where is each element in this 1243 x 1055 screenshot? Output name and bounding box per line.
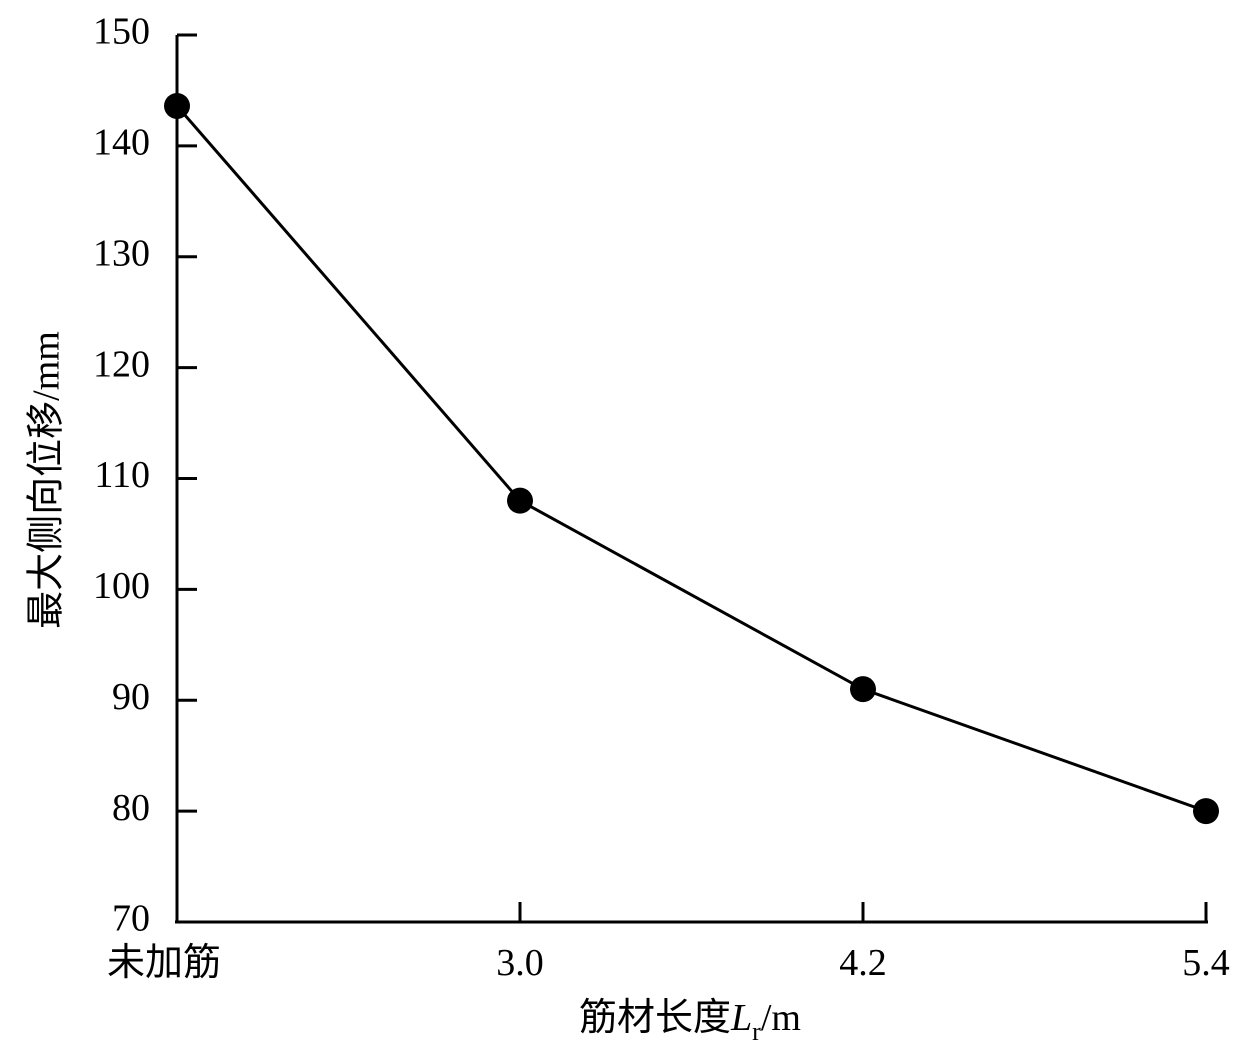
- y-tick-label: 110: [94, 454, 150, 496]
- y-tick-label: 90: [112, 676, 150, 718]
- x-label-unit: /m: [761, 997, 801, 1039]
- x-tick-label: 3.0: [496, 942, 544, 984]
- data-point: [164, 92, 190, 119]
- data-point: [850, 676, 876, 703]
- data-line: [175, 104, 1207, 813]
- x-axis-label: 筋材长度Lr/m: [579, 997, 801, 1046]
- x-tick-label: 4.2: [839, 942, 887, 984]
- x-label-subscript: r: [752, 1017, 761, 1046]
- y-axis-label: 最大侧向位移/mm: [26, 331, 68, 629]
- y-tick-label: 140: [93, 122, 150, 164]
- x-tick-label: 5.4: [1182, 942, 1230, 984]
- y-tick-label: 80: [112, 787, 150, 829]
- x-label-variable: L: [730, 997, 752, 1039]
- x-label-prefix: 筋材长度: [579, 997, 731, 1039]
- data-point: [1193, 798, 1219, 825]
- y-tick-label: 130: [93, 232, 150, 274]
- data-point: [507, 487, 533, 514]
- y-tick-label: 120: [93, 343, 150, 385]
- y-tick-label: 70: [112, 898, 150, 940]
- y-tick-label: 150: [93, 11, 150, 53]
- x-tick-label: 未加筋: [107, 942, 221, 984]
- y-tick-label: 100: [93, 565, 150, 607]
